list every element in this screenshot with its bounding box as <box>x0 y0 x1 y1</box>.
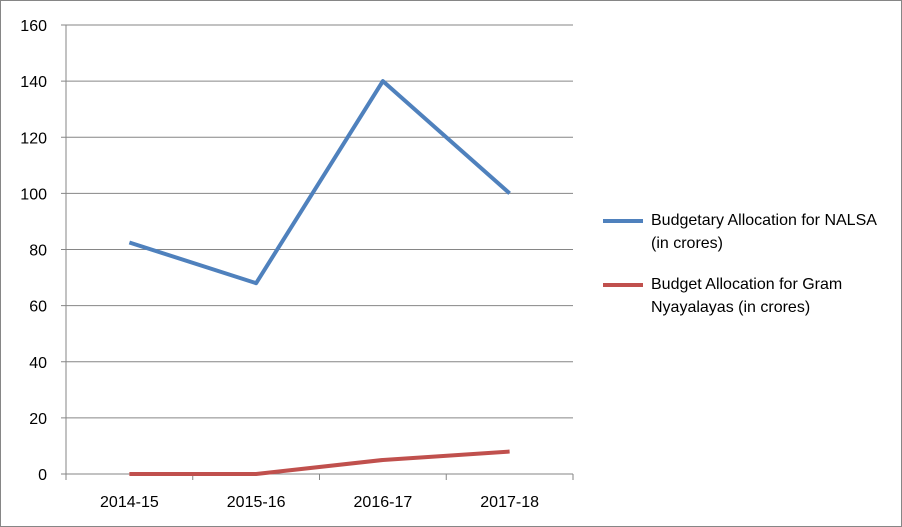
y-tick-label: 80 <box>29 243 47 260</box>
series-line-gram-nyayalayas <box>129 449 510 476</box>
x-tick-label: 2015-16 <box>227 494 286 511</box>
x-tick-label: 2016-17 <box>354 494 413 511</box>
legend-label-nalsa: Budgetary Allocation for NALSA (in crore… <box>651 212 877 252</box>
x-tick-label: 2014-15 <box>100 494 159 511</box>
legend-swatch-gram-nyayalayas <box>603 283 643 287</box>
y-tick-label: 140 <box>20 74 47 91</box>
y-tick-label: 120 <box>20 130 47 147</box>
legend: Budgetary Allocation for NALSA (in crore… <box>603 209 893 337</box>
x-tick-label: 2017-18 <box>480 494 539 511</box>
legend-item-gram-nyayalayas: Budget Allocation for Gram Nyayalayas (i… <box>603 273 893 319</box>
y-tick-label: 0 <box>38 467 47 484</box>
y-tick-label: 60 <box>29 299 47 316</box>
y-tick-label: 40 <box>29 355 47 372</box>
legend-swatch-nalsa <box>603 219 643 223</box>
legend-item-nalsa: Budgetary Allocation for NALSA (in crore… <box>603 209 893 255</box>
y-tick-label: 100 <box>20 186 47 203</box>
y-tick-label: 160 <box>20 18 47 35</box>
y-tick-label: 20 <box>29 411 47 428</box>
legend-label-gram-nyayalayas: Budget Allocation for Gram Nyayalayas (i… <box>651 276 843 316</box>
series-line-nalsa <box>128 79 511 286</box>
